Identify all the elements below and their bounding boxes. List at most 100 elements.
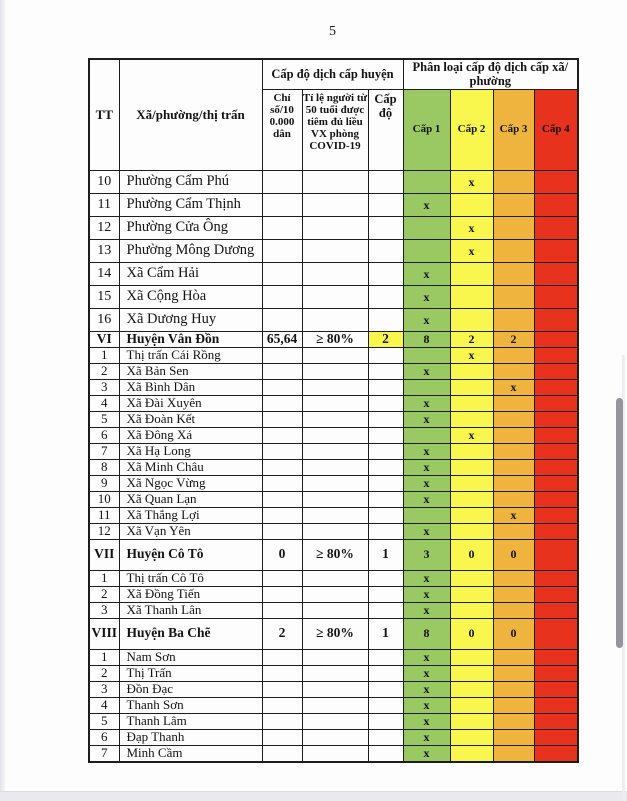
ward-row: 1 Thị trấn Cái Rồng x	[88, 346, 579, 364]
row-index	[261, 744, 303, 763]
row-index	[261, 648, 303, 666]
row-tt: 2	[88, 362, 120, 380]
row-tt: 2	[88, 664, 120, 682]
cell-level-3	[492, 362, 535, 380]
cell-level-1: x	[402, 696, 451, 714]
row-vaccine	[301, 474, 369, 492]
page-number: 5	[329, 24, 336, 39]
cell-level-2	[449, 680, 494, 698]
ward-row: 2 Xã Đồng Tiến x	[88, 585, 579, 603]
row-vaccine	[301, 346, 369, 364]
row-index	[261, 262, 303, 286]
cell-level-3	[492, 285, 535, 309]
row-name: Huyện Vân Đồn	[118, 331, 263, 348]
cell-level-3	[492, 458, 535, 476]
row-index	[261, 585, 303, 603]
header-index-col: Chỉ số/10 0.000 dân	[261, 89, 303, 171]
cell-level-1: x	[402, 601, 451, 619]
row-vaccine	[301, 285, 369, 309]
cell-level-4	[533, 728, 579, 746]
ward-row: 3 Xã Bình Dân x	[88, 378, 579, 396]
cell-level-2	[449, 285, 494, 309]
row-index	[261, 410, 303, 428]
scrollbar-thumb[interactable]	[616, 398, 623, 648]
cell-level-4	[533, 331, 579, 348]
cell-level-1: 3	[402, 538, 451, 571]
cell-level-1	[402, 346, 451, 364]
cell-level-3	[492, 262, 535, 286]
cell-level-4	[533, 712, 579, 730]
cell-level-1: x	[402, 585, 451, 603]
row-tt: VII	[88, 538, 120, 571]
district-row: VII Huyện Cô Tô 0 ≥ 80% 1 3 0 0	[88, 538, 579, 571]
cell-level-1: x	[402, 664, 451, 682]
row-index	[261, 458, 303, 476]
cell-level-1: x	[402, 712, 451, 730]
row-index	[261, 346, 303, 364]
row-tt: 16	[88, 308, 120, 332]
cell-level-4	[533, 474, 579, 492]
row-name: Thị Trấn	[118, 664, 263, 682]
row-index	[261, 394, 303, 412]
row-index	[261, 569, 303, 587]
row-name: Phường Cửa Ông	[118, 216, 263, 240]
row-tt: 12	[88, 216, 120, 240]
cell-level-4	[533, 617, 579, 650]
cell-level-1	[402, 378, 451, 396]
row-tt: 6	[88, 728, 120, 746]
cell-level-2: 0	[449, 617, 494, 650]
cell-level-3: x	[492, 506, 535, 524]
row-level	[367, 664, 404, 682]
cell-level-1	[402, 239, 451, 263]
photo-left-edge	[0, 0, 5, 800]
cell-level-2: 0	[449, 538, 494, 571]
cell-level-2: 2	[449, 331, 494, 348]
row-name: Xã Dương Huy	[118, 308, 263, 332]
cell-level-2	[449, 569, 494, 587]
row-level	[367, 346, 404, 364]
row-level	[367, 262, 404, 286]
cell-level-4	[533, 426, 579, 444]
row-vaccine	[301, 744, 369, 763]
ward-row: 8 Xã Minh Châu x	[88, 458, 579, 476]
row-level	[367, 680, 404, 698]
ward-row: 7 Xã Hạ Long x	[88, 442, 579, 460]
row-vaccine	[301, 442, 369, 460]
row-level	[367, 458, 404, 476]
row-tt: 15	[88, 285, 120, 309]
ward-row: 14 Xã Cẩm Hải x	[88, 262, 579, 286]
row-level	[367, 308, 404, 332]
cell-level-1: x	[402, 569, 451, 587]
cell-level-3	[492, 744, 535, 763]
row-tt: 14	[88, 262, 120, 286]
row-name: Thị trấn Cô Tô	[118, 569, 263, 587]
row-level	[367, 378, 404, 396]
ward-row: 2 Thị Trấn x	[88, 664, 579, 682]
cell-level-3	[492, 216, 535, 240]
row-index	[261, 378, 303, 396]
row-index	[261, 712, 303, 730]
cell-level-2	[449, 308, 494, 332]
cell-level-1: x	[402, 442, 451, 460]
row-level	[367, 285, 404, 309]
row-name: Xã Đài Xuyên	[118, 394, 263, 412]
row-tt: 3	[88, 601, 120, 619]
row-vaccine	[301, 506, 369, 524]
cell-level-2	[449, 648, 494, 666]
cell-level-3	[492, 410, 535, 428]
row-name: Xã Ngọc Vừng	[118, 474, 263, 492]
row-index	[261, 490, 303, 508]
row-name: Đạp Thanh	[118, 728, 263, 746]
cell-level-4	[533, 378, 579, 396]
cell-level-1: x	[402, 522, 451, 540]
district-row: VIII Huyện Ba Chẽ 2 ≥ 80% 1 8 0 0	[88, 617, 579, 650]
cell-level-3	[492, 346, 535, 364]
ward-row: 11 Xã Thắng Lợi x	[88, 506, 579, 524]
cell-level-3	[492, 696, 535, 714]
row-level	[367, 239, 404, 263]
row-vaccine	[301, 601, 369, 619]
row-name: Xã Hạ Long	[118, 442, 263, 460]
row-tt: VI	[88, 331, 120, 348]
ward-row: 11 Phường Cẩm Thịnh x	[88, 193, 579, 217]
row-index	[261, 728, 303, 746]
